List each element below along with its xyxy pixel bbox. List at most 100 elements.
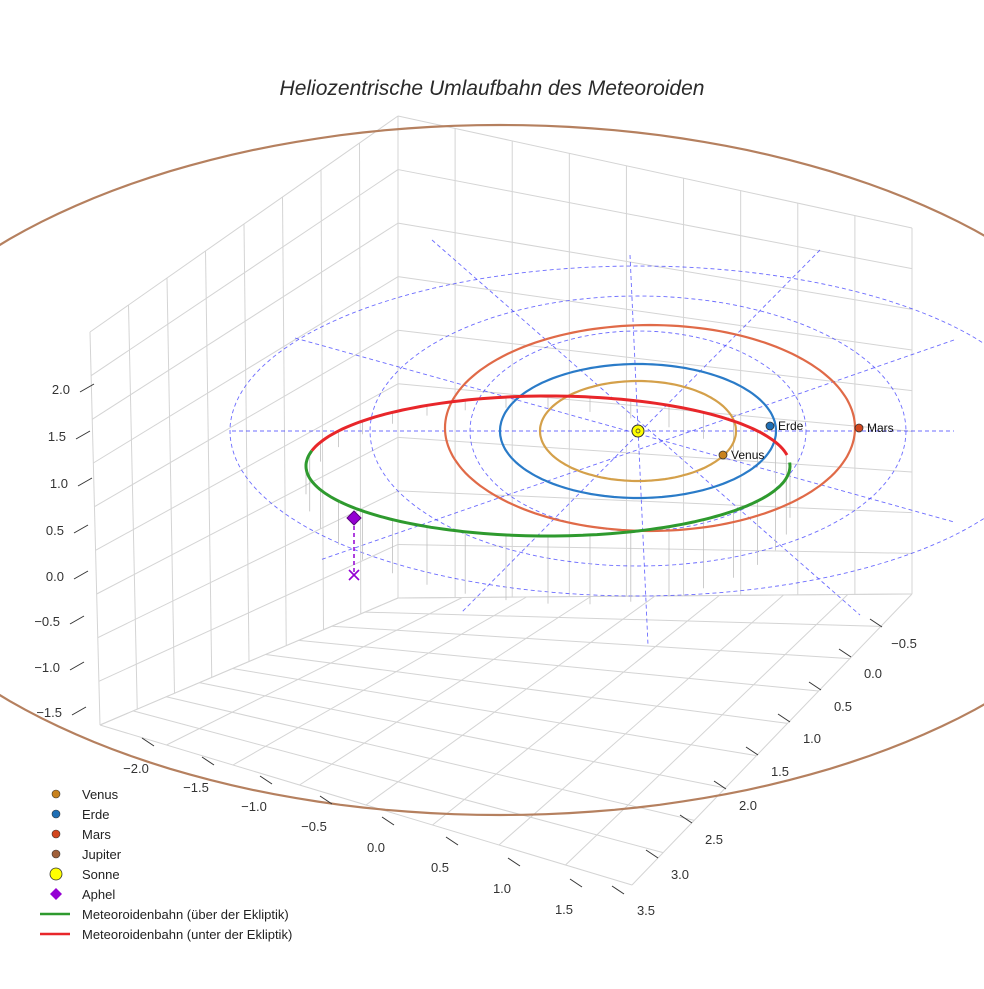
z-tick-label: −1.0 — [34, 660, 60, 675]
legend-swatch-aphel — [50, 888, 62, 900]
z-tick-label: −0.5 — [34, 614, 60, 629]
z-tick-mark — [69, 615, 85, 625]
x-tick-mark — [381, 816, 395, 826]
legend-label: Meteoroidenbahn (unter der Ekliptik) — [82, 927, 292, 942]
planet-erde-marker — [765, 421, 775, 431]
legend-entry: Venus — [51, 787, 119, 802]
z-tick-mark — [73, 570, 89, 580]
grid-line — [97, 490, 399, 639]
grid-line — [432, 595, 720, 826]
y-tick-label: −0.5 — [891, 636, 917, 651]
y-tick-label: 0.5 — [834, 699, 852, 714]
grid-line — [365, 595, 656, 806]
x-tick-label: −1.5 — [183, 780, 209, 795]
grid-line — [243, 223, 250, 662]
y-tick-label: 3.0 — [671, 867, 689, 882]
legend-swatch-mars — [51, 829, 61, 839]
ecliptic-circle — [229, 265, 984, 597]
x-tick-label: 1.0 — [493, 881, 511, 896]
grid-line — [397, 543, 913, 554]
grid-line — [89, 115, 399, 333]
y-tick-mark — [611, 885, 625, 895]
aphel-projection-marker — [348, 569, 360, 581]
legend-label: Venus — [82, 787, 119, 802]
grid-line — [282, 196, 287, 646]
y-tick-mark — [679, 814, 693, 824]
x-tick-mark — [569, 878, 583, 888]
grid-line — [397, 115, 913, 229]
z-tick-label: 1.5 — [48, 429, 66, 444]
legend-entry: Sonne — [49, 867, 120, 882]
grid-line — [232, 596, 527, 766]
grid-line — [99, 597, 399, 726]
orbit-erde — [498, 362, 778, 500]
grid-line — [397, 169, 913, 270]
legend-label: Erde — [82, 807, 109, 822]
grid-line — [94, 329, 399, 508]
meteoroid-orbit — [304, 394, 792, 581]
y-tick-mark — [713, 780, 727, 790]
z-tick-mark — [69, 661, 85, 671]
y-tick-label: 0.0 — [864, 666, 882, 681]
legend-swatch-jupiter — [51, 849, 61, 859]
x-tick-mark — [507, 857, 521, 867]
z-tick-mark — [71, 706, 87, 716]
meteoroid-orbit-above — [339, 462, 792, 538]
x-tick-mark — [259, 775, 273, 785]
x-tick-mark — [201, 756, 215, 766]
y-tick-label: 2.5 — [705, 832, 723, 847]
y-tick-mark — [838, 648, 852, 658]
legend-label: Aphel — [82, 887, 115, 902]
z-tick-label: 0.5 — [46, 523, 64, 538]
y-tick-label: 1.5 — [771, 764, 789, 779]
grid-line — [498, 594, 784, 846]
meteoroid-orbit-above-segment — [304, 449, 341, 503]
legend-swatch-erde — [51, 809, 61, 819]
planet-venus-label: Venus — [731, 448, 764, 462]
grid-line — [205, 250, 213, 678]
z-tick-label: 1.0 — [50, 476, 68, 491]
grid-line — [96, 436, 399, 595]
legend: Venus Erde Mars Jupiter Sonne Aphel Meteoroide… — [40, 787, 292, 942]
planet-mars-marker — [854, 423, 864, 433]
sun-marker — [631, 424, 645, 438]
axis-ticks: 2.0 1.5 1.0 0.5 0.0 −0.5 −1.0 −1.5 −2.0 −1.5 −1.0 −… — [34, 382, 917, 918]
legend-entry: Erde — [51, 807, 109, 822]
legend-swatch-venus — [51, 789, 61, 799]
x-tick-label: −0.5 — [301, 819, 327, 834]
legend-label: Sonne — [82, 867, 120, 882]
y-tick-label: 2.0 — [739, 798, 757, 813]
y-tick-mark — [645, 849, 659, 859]
z-tick-mark — [73, 524, 89, 534]
ecliptic-radial — [629, 254, 649, 646]
grid-line — [91, 222, 399, 420]
orbit-drop-lines — [305, 396, 791, 605]
chart-title: Heliozentrische Umlaufbahn des Meteoroid… — [280, 77, 705, 100]
orbit-mars — [443, 323, 857, 533]
grid-line — [397, 490, 913, 514]
grid-line — [128, 304, 138, 710]
x-tick-mark — [141, 737, 155, 747]
ecliptic-circle — [369, 295, 907, 567]
grid-line — [166, 277, 175, 694]
legend-label: Jupiter — [82, 847, 122, 862]
ecliptic-radial — [319, 339, 955, 561]
y-tick-mark — [808, 681, 822, 691]
z-tick-label: 2.0 — [52, 382, 70, 397]
legend-entry: Jupiter — [51, 847, 122, 862]
x-tick-label: 0.5 — [431, 860, 449, 875]
ecliptic-radial — [294, 337, 955, 523]
grid-line — [397, 329, 913, 392]
grid-line — [565, 594, 849, 866]
z-tick-mark — [75, 430, 91, 440]
y-tick-mark — [777, 713, 791, 723]
y-tick-label: 1.0 — [803, 731, 821, 746]
aphel-marker — [346, 510, 362, 526]
grid-line — [397, 276, 913, 351]
ecliptic-radial — [431, 239, 861, 616]
celestial-points: Venus Erde Mars — [346, 419, 894, 526]
x-tick-label: 1.5 — [555, 902, 573, 917]
grid-line — [359, 142, 362, 614]
grid-line — [166, 597, 463, 746]
